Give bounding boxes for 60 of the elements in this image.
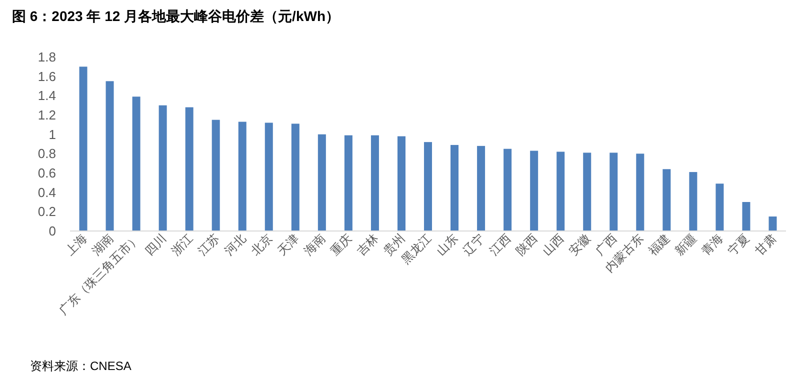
bar <box>158 105 167 231</box>
x-tick-label: 重庆 <box>328 231 355 258</box>
text: 资料来源：CNESA <box>30 359 132 373</box>
x-tick-label: 青海 <box>698 231 726 258</box>
y-tick-label: 1.6 <box>38 68 56 84</box>
bar <box>662 169 671 231</box>
bar <box>504 148 512 231</box>
y-tick-label: 0.2 <box>38 204 56 220</box>
bar <box>477 146 486 231</box>
x-tick-label: 新疆 <box>672 231 700 258</box>
y-tick-label: 0.4 <box>38 184 56 200</box>
x-tick-label: 海南 <box>301 231 328 258</box>
bar <box>264 122 273 231</box>
bar <box>583 152 592 231</box>
x-tick-label: 辽宁 <box>460 231 488 258</box>
bar <box>370 135 379 231</box>
bar <box>397 136 406 231</box>
y-tick-label: 1.8 <box>38 50 56 64</box>
y-tick-label: 1.4 <box>38 88 56 104</box>
x-tick-label: 四川 <box>142 231 169 258</box>
y-tick-label: 1 <box>48 126 56 142</box>
y-tick-label: 0 <box>48 224 56 238</box>
bar <box>318 134 326 231</box>
x-tick-label: 陕西 <box>513 231 540 258</box>
bar <box>530 150 538 231</box>
x-tick-label: 浙江 <box>168 231 196 258</box>
bar <box>238 122 246 231</box>
x-tick-label: 天津 <box>274 231 302 258</box>
bar <box>185 107 194 231</box>
bar <box>716 184 724 231</box>
bar <box>636 154 644 231</box>
x-tick-label: 宁夏 <box>725 231 752 258</box>
bar <box>450 144 459 231</box>
y-tick-label: 1.2 <box>38 108 56 122</box>
x-tick-label: 吉林 <box>354 231 382 258</box>
x-tick-label: 河北 <box>222 231 248 258</box>
x-tick-label: 江西 <box>486 231 514 258</box>
bar <box>742 202 750 231</box>
bar <box>132 96 140 231</box>
x-tick-label: 福建 <box>646 231 673 258</box>
y-tick-label: 0.6 <box>38 166 56 180</box>
bar <box>610 152 618 231</box>
y-tick-label: 0.8 <box>38 146 56 162</box>
x-tick-label: 安徽 <box>566 231 594 258</box>
bar <box>768 216 777 231</box>
bar <box>212 120 220 231</box>
x-tick-label: 山西 <box>540 231 567 258</box>
x-tick-label: 北京 <box>248 231 276 258</box>
bar <box>689 172 698 231</box>
x-tick-label: 上海 <box>62 231 90 258</box>
bar <box>79 66 88 231</box>
bar <box>556 152 565 231</box>
x-tick-label: 江苏 <box>195 231 222 258</box>
bar <box>424 142 432 231</box>
x-tick-label: 山东 <box>434 231 461 258</box>
bar <box>106 81 114 231</box>
bar <box>291 124 300 231</box>
x-tick-label: 甘肃 <box>752 231 779 258</box>
chart-title: 图 6：2023 年 12 月各地最大峰谷电价差（元/kWh） <box>12 8 340 24</box>
bar <box>344 135 352 231</box>
